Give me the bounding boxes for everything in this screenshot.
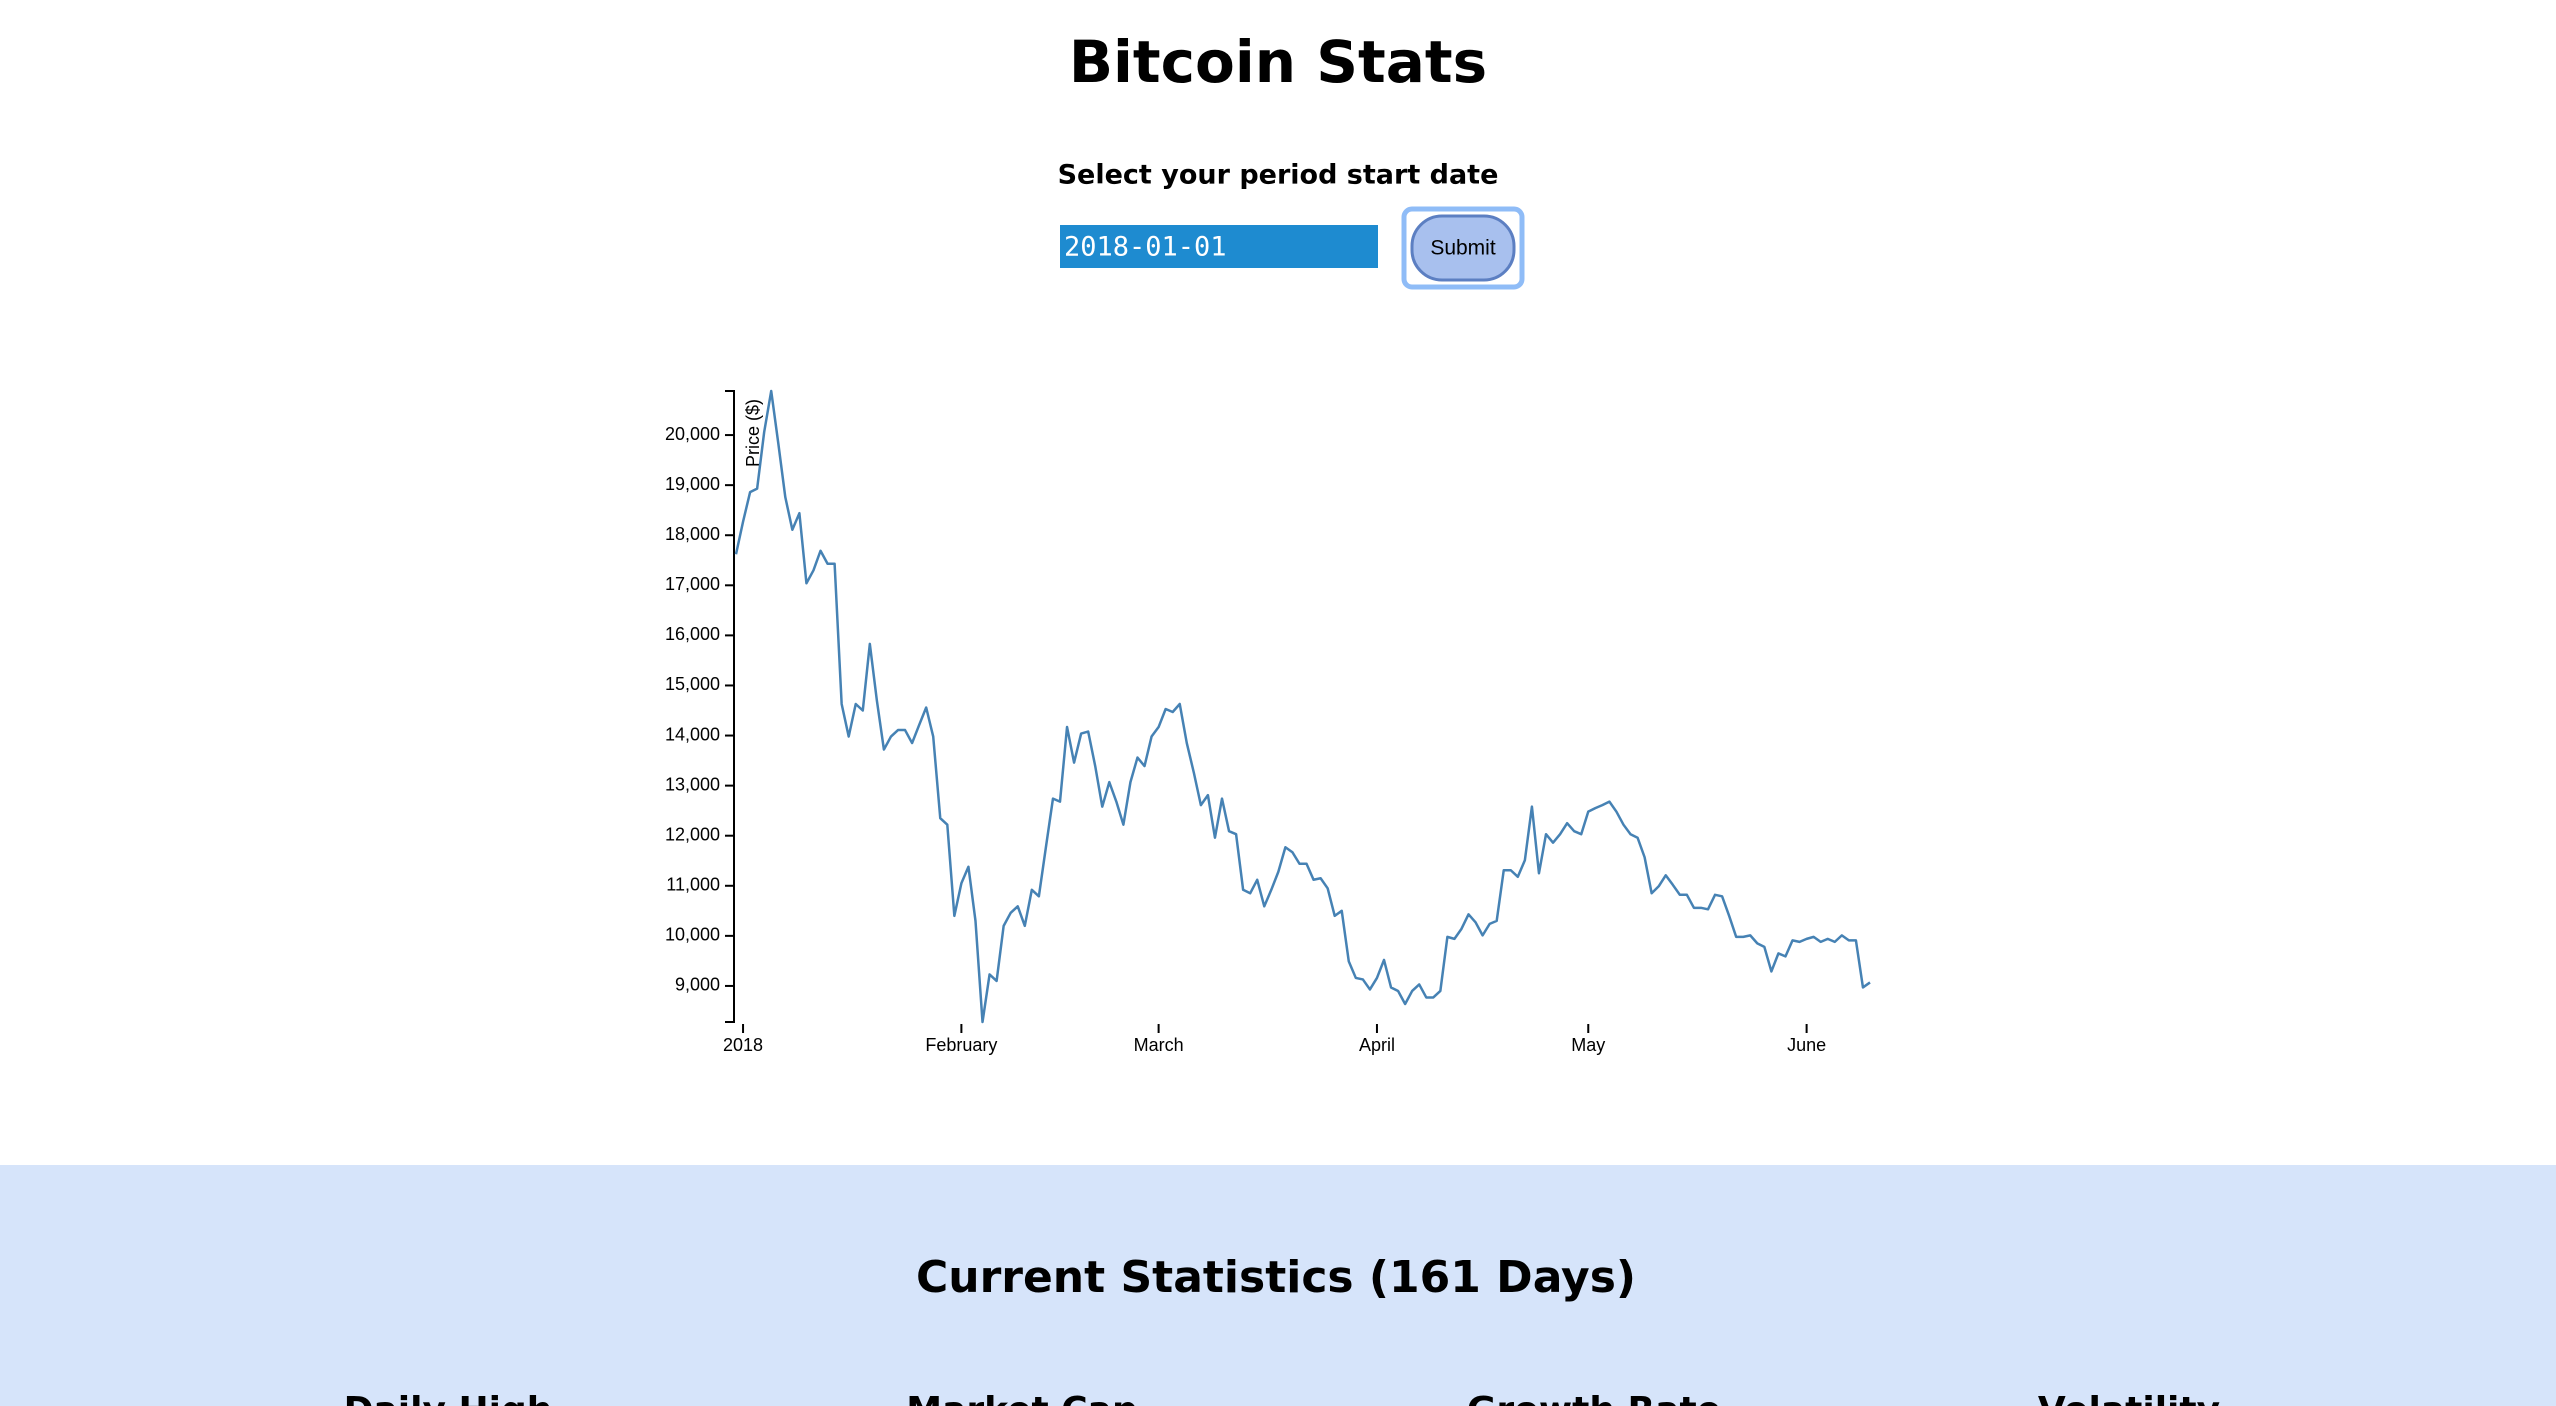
date-input-box[interactable] xyxy=(1060,225,1378,268)
x-tick-label: February xyxy=(925,1035,997,1055)
focus-ring xyxy=(1401,206,1525,290)
price-chart: 9,000 10,000 11,000 12,000 13,000 14,000 15,00… xyxy=(665,389,1871,1055)
y-tick-label: 18,000 xyxy=(665,524,720,544)
x-tick-label: March xyxy=(1134,1035,1184,1055)
submit-button-body[interactable] xyxy=(1410,214,1516,282)
price-line xyxy=(734,389,1871,1024)
y-tick-label: 17,000 xyxy=(665,574,720,594)
statistics-title: Current Statistics (161 Days) xyxy=(916,1252,1636,1303)
form-label: Select your period start date xyxy=(1058,160,1499,191)
x-tick-label: June xyxy=(1787,1035,1826,1055)
y-axis xyxy=(725,390,735,1023)
statistics-panel xyxy=(0,1165,2556,1406)
x-tick-label: 2018 xyxy=(723,1035,763,1055)
statistic-heading: Market Cap xyxy=(906,1390,1138,1406)
y-tick-label: 16,000 xyxy=(665,624,720,644)
y-tick-label: 13,000 xyxy=(665,774,720,794)
y-tick-label: 14,000 xyxy=(665,724,720,744)
statistic-heading: Daily High xyxy=(344,1390,553,1406)
statistics-items: Daily High Market Cap Growth Rate Volatilit… xyxy=(344,1390,2220,1406)
y-tick-label: 15,000 xyxy=(665,674,720,694)
y-tick-label: 19,000 xyxy=(665,474,720,494)
date-input[interactable]: 2018-01-01 xyxy=(1060,225,1378,268)
y-axis-label: Price ($) xyxy=(743,399,763,467)
x-tick-label: May xyxy=(1571,1035,1605,1055)
y-tick-label: 20,000 xyxy=(665,424,720,444)
statistic-heading: Growth Rate xyxy=(1467,1390,1721,1406)
date-input-value[interactable]: 2018-01-01 xyxy=(1064,232,1227,263)
y-tick-label: 9,000 xyxy=(675,975,720,995)
submit-button[interactable]: Submit xyxy=(1401,206,1525,290)
page-title: Bitcoin Stats xyxy=(1069,28,1487,96)
statistic-heading: Volatility xyxy=(2038,1390,2220,1406)
x-tick-label: April xyxy=(1359,1035,1395,1055)
submit-button-label[interactable]: Submit xyxy=(1430,237,1496,260)
y-tick-label: 11,000 xyxy=(666,875,720,895)
y-tick-label: 10,000 xyxy=(665,925,720,945)
y-tick-label: 12,000 xyxy=(665,824,720,844)
